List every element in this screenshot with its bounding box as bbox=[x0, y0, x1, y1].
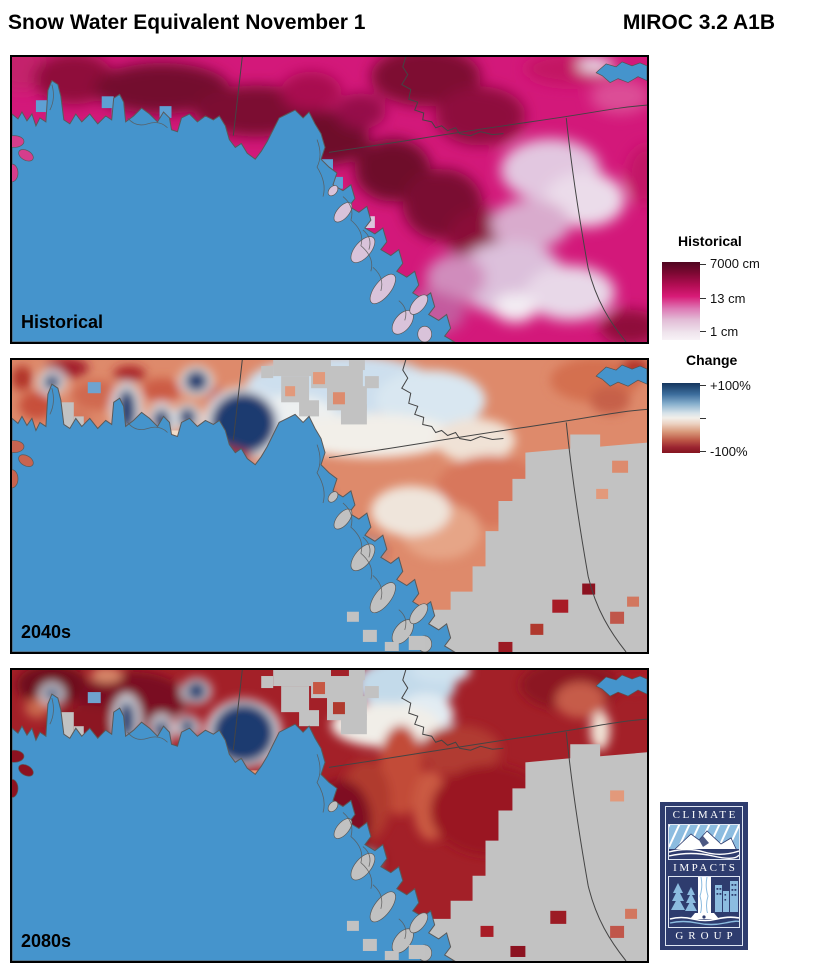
logo-word-impacts: IMPACTS bbox=[673, 861, 738, 874]
chg-tick-top bbox=[700, 385, 706, 386]
historical-legend-title: Historical bbox=[678, 233, 742, 249]
hist-tick-label-top: 7000 cm bbox=[710, 256, 760, 271]
hist-tick-top bbox=[700, 264, 706, 265]
chg-tick-label-bottom: -100% bbox=[710, 444, 748, 459]
hist-tick-label-mid: 13 cm bbox=[710, 291, 746, 306]
change-colorbar bbox=[662, 383, 700, 453]
map-panel-historical: Historical bbox=[10, 55, 649, 344]
panel-label-2040s: 2040s bbox=[21, 622, 72, 642]
hist-tick-bottom bbox=[700, 331, 706, 332]
chg-tick-bottom bbox=[700, 451, 706, 452]
hist-tick-label-bottom: 1 cm bbox=[710, 324, 739, 339]
logo-mountain-scene bbox=[658, 820, 742, 860]
map-panel-2080s: 2080s bbox=[10, 668, 649, 963]
cells-overlay bbox=[87, 372, 640, 652]
climate-impacts-group-logo: CLIMATE IMPACTS bbox=[658, 802, 748, 950]
map-2080s-image bbox=[12, 670, 647, 961]
chg-tick-mid bbox=[700, 418, 706, 419]
panel-label-2080s: 2080s bbox=[21, 931, 72, 951]
chg-tick-label-top: +100% bbox=[710, 378, 751, 393]
map-2040s-image bbox=[12, 360, 647, 652]
historical-map-image bbox=[12, 57, 647, 342]
figure-title: Snow Water Equivalent November 1 bbox=[8, 11, 366, 34]
historical-colorbar bbox=[662, 262, 700, 340]
hist-tick-mid bbox=[700, 298, 706, 299]
logo-waterfall-scene bbox=[668, 876, 740, 929]
panel-label-historical: Historical bbox=[21, 312, 104, 332]
change-legend-title: Change bbox=[686, 352, 738, 368]
map-panel-2040s: 2040s bbox=[10, 358, 649, 654]
logo-word-group: GROUP bbox=[675, 930, 738, 942]
logo-word-climate: CLIMATE bbox=[672, 809, 738, 821]
model-label: MIROC 3.2 A1B bbox=[622, 11, 775, 34]
